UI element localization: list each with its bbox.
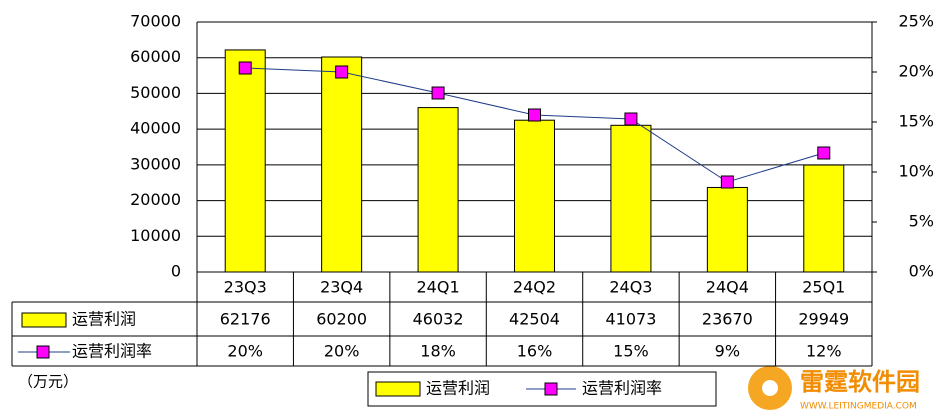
unit-label: （万元）	[18, 373, 78, 391]
legend-label: 运营利润率	[582, 379, 662, 398]
bar	[321, 56, 363, 273]
watermark-title: 雷霆软件园	[800, 368, 920, 396]
marker	[431, 86, 445, 100]
row-header: 运营利润	[72, 310, 136, 329]
y2-tick-label: 20%	[898, 62, 934, 81]
marker	[624, 112, 638, 126]
table-value: 42504	[509, 310, 560, 329]
table-value: 23670	[702, 310, 753, 329]
marker	[817, 146, 831, 160]
marker	[528, 108, 541, 122]
table-value: 29949	[798, 310, 849, 329]
y-tick-label: 40000	[130, 119, 181, 138]
y-tick-label: 10000	[130, 226, 181, 245]
bar	[706, 186, 748, 273]
legend-box	[367, 371, 717, 407]
legend-key	[21, 312, 67, 328]
y-tick-label: 50000	[130, 83, 181, 102]
x-tick-label: 24Q3	[609, 278, 652, 297]
table-value: 60200	[316, 310, 367, 329]
y-tick-label: 20000	[130, 190, 181, 209]
x-tick-label: 23Q3	[224, 278, 267, 297]
y-tick-label: 60000	[130, 47, 181, 66]
y2-tick-label: 25%	[898, 12, 934, 31]
y-tick-label: 70000	[130, 12, 181, 31]
watermark-url: WWW.LEITINGMEDIA.COM	[800, 402, 917, 412]
table-value: 20%	[324, 342, 360, 361]
table-value: 46032	[413, 310, 464, 329]
bar	[610, 124, 652, 273]
x-tick-label: 24Q1	[417, 278, 460, 297]
x-tick-label: 23Q4	[320, 278, 363, 297]
bar	[514, 119, 555, 273]
legend-key	[36, 345, 50, 359]
legend-key	[375, 381, 421, 397]
y2-tick-label: 10%	[898, 162, 934, 181]
watermark-logo-center	[762, 380, 778, 396]
marker	[335, 65, 349, 79]
y2-tick-label: 5%	[909, 212, 934, 231]
marker	[720, 175, 734, 189]
legend-key	[544, 382, 558, 396]
y-tick-label: 0	[171, 262, 181, 281]
watermark: 雷霆软件园 WWW.LEITINGMEDIA.COM	[748, 366, 920, 412]
table-value: 15%	[613, 342, 649, 361]
bar	[417, 107, 459, 273]
row-header: 运营利润率	[72, 342, 152, 361]
table-value: 20%	[227, 342, 263, 361]
table-value: 41073	[605, 310, 656, 329]
x-tick-label: 24Q2	[513, 278, 556, 297]
table-value: 16%	[517, 342, 553, 361]
x-tick-label: 25Q1	[802, 278, 845, 297]
table-value: 9%	[715, 342, 740, 361]
y-tick-label: 30000	[130, 154, 181, 173]
y2-tick-label: 0%	[909, 262, 934, 281]
table-value: 18%	[420, 342, 456, 361]
table-value: 62176	[220, 310, 271, 329]
x-tick-label: 24Q4	[706, 278, 749, 297]
y2-tick-label: 15%	[898, 112, 934, 131]
bar	[803, 164, 845, 273]
bar	[224, 49, 266, 273]
marker	[238, 61, 252, 75]
legend-label: 运营利润	[426, 379, 490, 398]
table-value: 12%	[806, 342, 842, 361]
